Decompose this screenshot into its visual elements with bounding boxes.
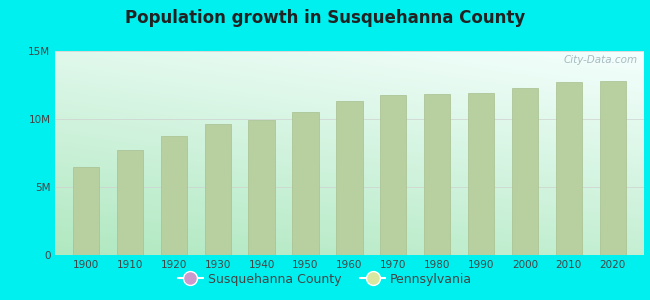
- Bar: [468, 93, 494, 255]
- Bar: [292, 112, 318, 255]
- Bar: [205, 124, 231, 255]
- Text: Population growth in Susquehanna County: Population growth in Susquehanna County: [125, 9, 525, 27]
- Bar: [424, 94, 450, 255]
- Bar: [248, 120, 275, 255]
- Bar: [512, 88, 538, 255]
- Text: City-Data.com: City-Data.com: [564, 55, 638, 65]
- Bar: [336, 101, 363, 255]
- Bar: [556, 82, 582, 255]
- Bar: [599, 81, 626, 255]
- Bar: [73, 167, 99, 255]
- Bar: [117, 150, 143, 255]
- Bar: [161, 136, 187, 255]
- Legend: Susquehanna County, Pennsylvania: Susquehanna County, Pennsylvania: [173, 268, 477, 291]
- Bar: [380, 94, 406, 255]
